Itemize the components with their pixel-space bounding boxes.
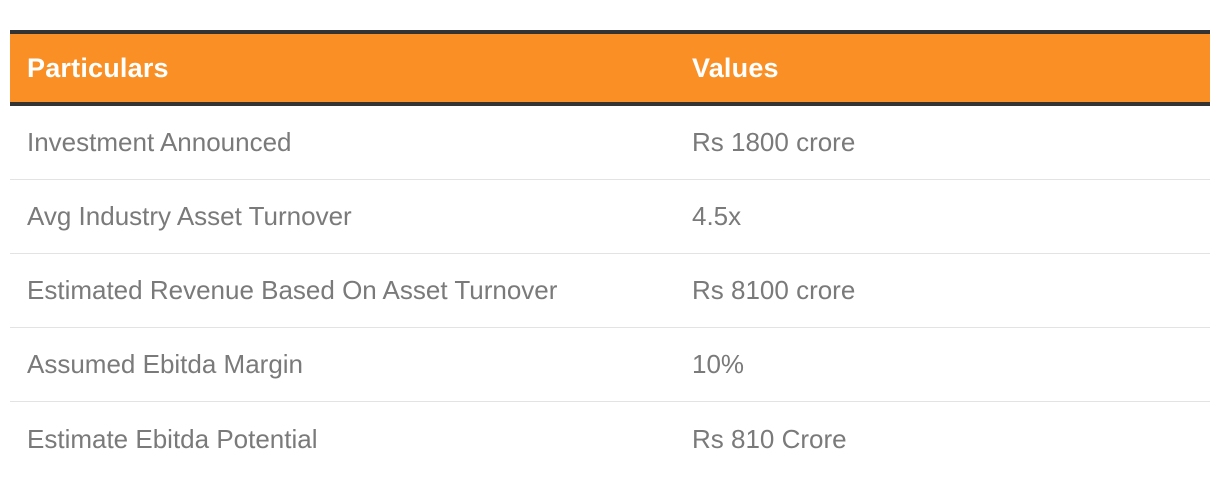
cell-value: Rs 8100 crore [692, 275, 856, 305]
cell-particular: Estimated Revenue Based On Asset Turnove… [27, 275, 558, 305]
table-row: Estimate Ebitda Potential Rs 810 Crore [10, 402, 1210, 476]
table-row: Assumed Ebitda Margin 10% [10, 328, 1210, 402]
cell-particular: Assumed Ebitda Margin [27, 349, 304, 379]
table-header-row: Particulars Values [10, 30, 1210, 106]
table-row: Estimated Revenue Based On Asset Turnove… [10, 254, 1210, 328]
cell-value: Rs 810 Crore [692, 423, 847, 454]
cell-value: 4.5x [692, 201, 742, 231]
table-row: Investment Announced Rs 1800 crore [10, 106, 1210, 180]
cell-value: Rs 1800 crore [692, 127, 856, 157]
header-values: Values [692, 52, 779, 83]
header-particulars: Particulars [27, 52, 169, 83]
data-table: Particulars Values Investment Announced … [10, 30, 1210, 476]
cell-particular: Avg Industry Asset Turnover [27, 201, 352, 231]
cell-value: 10% [692, 349, 745, 379]
cell-particular: Investment Announced [27, 127, 292, 157]
table-row: Avg Industry Asset Turnover 4.5x [10, 180, 1210, 254]
cell-particular: Estimate Ebitda Potential [27, 423, 318, 454]
